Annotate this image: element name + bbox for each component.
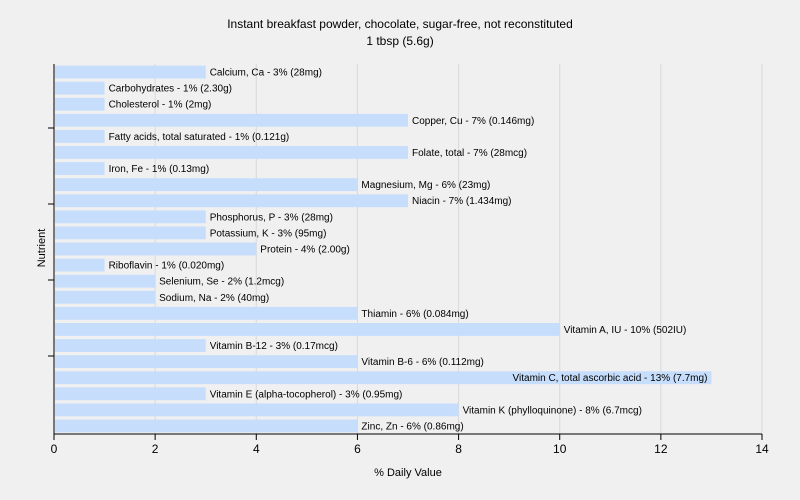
bar — [55, 403, 459, 417]
bar — [55, 194, 408, 208]
bar-label: Zinc, Zn - 6% (0.86mg) — [361, 421, 463, 432]
bar-label: Selenium, Se - 2% (1.2mcg) — [159, 277, 284, 288]
x-tick-label: 0 — [51, 442, 58, 456]
bar-label: Thiamin - 6% (0.084mg) — [361, 309, 468, 320]
bar-label: Niacin - 7% (1.434mg) — [412, 196, 511, 207]
x-tick-label: 12 — [654, 442, 668, 456]
bar-label: Copper, Cu - 7% (0.146mg) — [412, 116, 534, 127]
bar-label: Magnesium, Mg - 6% (23mg) — [361, 180, 490, 191]
bar — [55, 387, 206, 401]
bar-labels: Calcium, Ca - 3% (28mg) Carbohydrates - 1… — [109, 68, 708, 433]
bar — [55, 290, 156, 304]
bar-label: Vitamin K (phylloquinone) - 8% (6.7mcg) — [463, 405, 642, 416]
x-tick-label: 6 — [354, 442, 361, 456]
axes: 0 2 4 6 8 10 12 14 — [48, 64, 769, 456]
y-axis-title: Nutrient — [36, 229, 48, 268]
bar-label: Iron, Fe - 1% (0.13mg) — [109, 164, 210, 175]
bar — [55, 162, 105, 175]
bar — [55, 339, 206, 352]
bar — [55, 258, 105, 272]
bar — [55, 306, 358, 320]
x-tick-label: 10 — [553, 442, 567, 456]
bar-label: Riboflavin - 1% (0.020mg) — [109, 261, 225, 272]
bar — [55, 242, 257, 256]
bar — [55, 65, 206, 79]
bar — [55, 226, 206, 240]
chart-subtitle: 1 tbsp (5.6g) — [366, 34, 433, 48]
bar — [55, 274, 156, 288]
bars — [55, 65, 712, 433]
bar — [55, 355, 358, 369]
bar-label: Cholesterol - 1% (2mg) — [109, 100, 212, 111]
bar-label: Phosphorus, P - 3% (28mg) — [210, 212, 333, 223]
bar-label: Vitamin B-12 - 3% (0.17mcg) — [210, 341, 338, 352]
bar-label: Fatty acids, total saturated - 1% (0.121… — [109, 132, 290, 143]
bar-label: Folate, total - 7% (28mcg) — [412, 148, 527, 159]
bar-label: Calcium, Ca - 3% (28mg) — [210, 68, 322, 79]
bar-label: Sodium, Na - 2% (40mg) — [159, 293, 269, 304]
x-tick-label: 2 — [152, 442, 159, 456]
bar — [55, 81, 105, 95]
bar-label: Carbohydrates - 1% (2.30g) — [109, 84, 232, 95]
bar-label: Vitamin A, IU - 10% (502IU) — [564, 325, 687, 336]
bar — [55, 210, 206, 224]
bar — [55, 178, 358, 192]
chart-title: Instant breakfast powder, chocolate, sug… — [227, 17, 573, 31]
bar — [55, 113, 408, 127]
bar — [55, 323, 560, 336]
x-tick-label: 8 — [455, 442, 462, 456]
bar — [55, 97, 105, 111]
bar — [55, 146, 408, 159]
bar-label: Vitamin C, total ascorbic acid - 13% (7.… — [513, 373, 708, 384]
x-tick-label: 4 — [253, 442, 260, 456]
x-axis-title: % Daily Value — [374, 467, 442, 479]
bar-label: Protein - 4% (2.00g) — [260, 245, 350, 256]
bar — [55, 419, 358, 433]
x-tick-label: 14 — [755, 442, 769, 456]
bar-label: Vitamin E (alpha-tocopherol) - 3% (0.95m… — [210, 389, 403, 400]
bar-label: Potassium, K - 3% (95mg) — [210, 228, 327, 239]
bar — [55, 129, 105, 143]
bar — [55, 371, 712, 385]
bar-label: Vitamin B-6 - 6% (0.112mg) — [361, 357, 483, 368]
